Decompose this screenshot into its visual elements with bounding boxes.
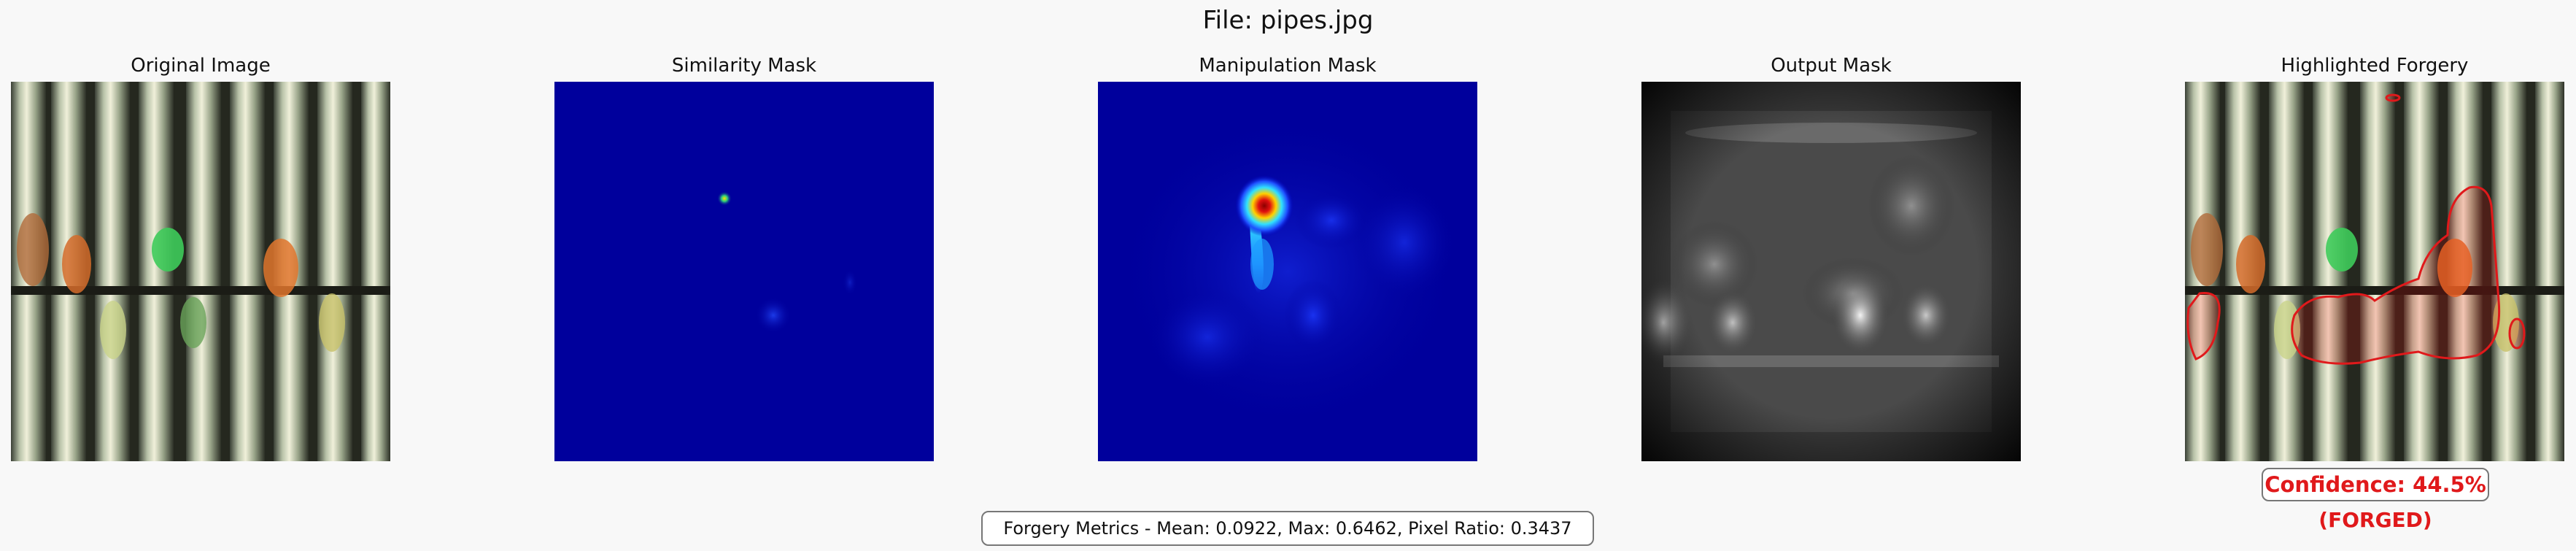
forgery-outlines — [2186, 93, 2526, 365]
manipulation-mask-image — [1098, 82, 1477, 461]
highlighted-forgery-image — [2185, 82, 2564, 461]
confidence-badge: Confidence: 44.5% — [2262, 468, 2489, 501]
output-mask-image — [1641, 82, 2021, 461]
panel-title-highlighted: Highlighted Forgery — [2281, 55, 2469, 77]
highlighted-forgery-panel: Highlighted Forgery — [2185, 51, 2564, 461]
output-mask-panel: Output Mask — [1641, 51, 2021, 461]
panel-title-output: Output Mask — [1771, 55, 1892, 77]
similarity-mask-panel: Similarity Mask — [554, 51, 934, 461]
original-image — [11, 82, 390, 461]
panel-title-manipulation: Manipulation Mask — [1199, 55, 1377, 77]
panel-title-original: Original Image — [131, 55, 271, 77]
panel-title-similarity: Similarity Mask — [671, 55, 817, 77]
figure-title: File: pipes.jpg — [1202, 6, 1374, 35]
manipulation-mask-panel: Manipulation Mask — [1098, 51, 1477, 461]
verdict-label: (FORGED) — [2318, 508, 2432, 532]
original-image-panel: Original Image — [11, 51, 390, 461]
similarity-mask-image — [554, 82, 934, 461]
forgery-metrics-box: Forgery Metrics - Mean: 0.0922, Max: 0.6… — [981, 511, 1594, 546]
